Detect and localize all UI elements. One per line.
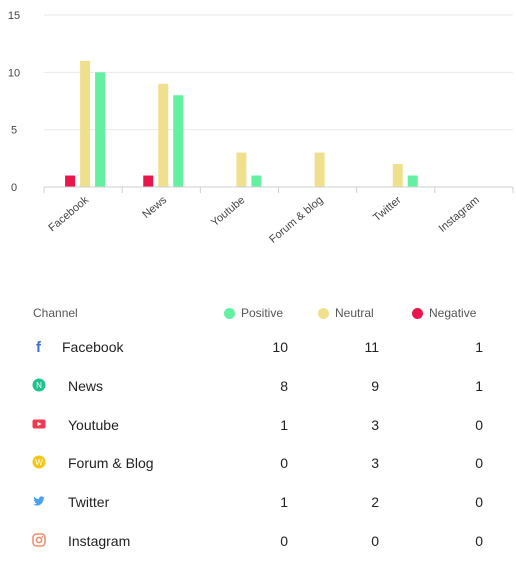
bar-positive-news [173, 95, 184, 187]
y-tick-label: 10 [8, 67, 20, 79]
x-tick-label: Twitter [371, 194, 404, 224]
bar-chart: 0 5 10 15 Facebook News Youtube Forum & blog Tw… [8, 10, 514, 246]
neutral-count: 3 [371, 416, 379, 433]
y-tick-label: 0 [11, 182, 17, 194]
instagram-icon [32, 533, 46, 547]
table-row-forum-blog: W Forum & Blog 0 3 0 [0, 444, 516, 483]
positive-column-header: Positive [241, 306, 284, 320]
bar-negative-news [143, 175, 154, 187]
chart-bars [65, 60, 418, 187]
negative-count: 0 [475, 455, 483, 472]
negative-count: 1 [475, 377, 483, 394]
bar-positive-twitter [407, 175, 418, 187]
positive-count: 10 [272, 339, 288, 355]
neutral-count: 9 [371, 377, 379, 394]
neutral-column-header: Neutral [335, 306, 374, 320]
positive-count: 0 [280, 455, 288, 472]
forum-icon: W [32, 455, 46, 469]
negative-count: 0 [475, 494, 483, 511]
x-tick-label: Youtube [209, 194, 247, 229]
positive-count: 1 [280, 494, 288, 511]
bar-neutral-forum-blog [314, 152, 325, 187]
neutral-count: 2 [371, 494, 379, 511]
x-tick-label: Forum & blog [267, 194, 325, 246]
news-icon: N [32, 378, 46, 392]
y-tick-label: 5 [11, 125, 17, 137]
positive-count: 0 [280, 532, 288, 549]
table-row-facebook: f Facebook 10 11 1 [0, 328, 516, 367]
x-tick-label: Instagram [437, 194, 482, 235]
facebook-icon: f [32, 339, 46, 353]
channel-name: Instagram [68, 532, 131, 549]
channel-name: Facebook [62, 339, 124, 355]
channel-column-header: Channel [33, 306, 78, 320]
svg-text:W: W [35, 458, 43, 467]
bar-positive-youtube [251, 175, 262, 187]
legend-negative: Negative [412, 306, 476, 320]
positive-count: 8 [280, 377, 288, 394]
negative-count: 0 [475, 532, 483, 549]
x-axis: Facebook News Youtube Forum & blog Twitter In… [43, 186, 514, 246]
bar-neutral-news [158, 83, 169, 187]
channel-name: Youtube [68, 416, 119, 433]
y-axis-ticks: 0 5 10 15 [8, 10, 20, 194]
channel-name: Twitter [68, 494, 110, 511]
bar-positive-facebook [95, 72, 106, 187]
positive-count: 1 [280, 416, 288, 433]
positive-dot-icon [224, 307, 235, 319]
neutral-count: 0 [371, 532, 379, 549]
legend-neutral: Neutral [318, 306, 374, 320]
channel-name: News [68, 377, 104, 394]
twitter-icon [32, 494, 46, 508]
table-row-news: N News 8 9 1 [0, 367, 516, 406]
negative-dot-icon [412, 307, 423, 319]
table-row-twitter: Twitter 1 2 0 [0, 483, 516, 522]
negative-count: 0 [475, 416, 483, 433]
table-header: Channel Positive Neutral Negative [0, 298, 516, 328]
chart-gridlines [44, 14, 513, 131]
bar-neutral-twitter [392, 164, 403, 187]
neutral-count: 11 [364, 339, 379, 355]
svg-text:N: N [36, 381, 42, 390]
neutral-count: 3 [371, 455, 379, 472]
channel-table: Channel Positive Neutral Negative f Face… [0, 298, 516, 561]
negative-count: 1 [475, 339, 483, 355]
svg-text:f: f [36, 339, 42, 353]
x-tick-label: News [140, 194, 169, 221]
legend-positive: Positive [224, 306, 283, 320]
table-row-youtube: Youtube 1 3 0 [0, 406, 516, 445]
channel-name: Forum & Blog [68, 455, 154, 472]
neutral-dot-icon [318, 307, 329, 319]
bar-neutral-facebook [80, 60, 91, 187]
y-tick-label: 15 [8, 10, 20, 22]
youtube-icon [32, 417, 46, 431]
bar-negative-facebook [65, 175, 76, 187]
x-tick-label: Facebook [46, 194, 91, 235]
bar-neutral-youtube [236, 152, 247, 187]
negative-column-header: Negative [429, 306, 477, 320]
table-row-instagram: Instagram 0 0 0 [0, 522, 516, 561]
